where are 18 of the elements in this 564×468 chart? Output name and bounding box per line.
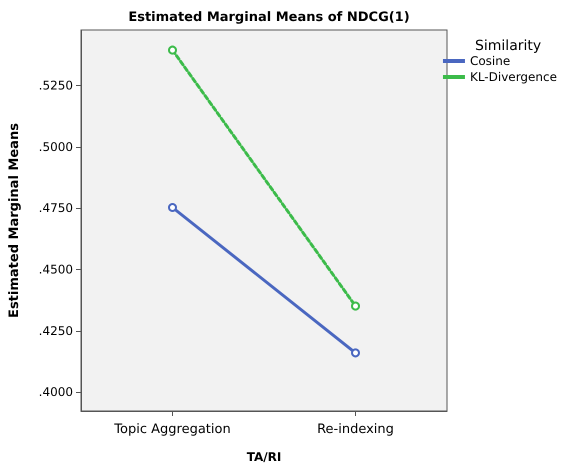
point <box>351 348 360 358</box>
legend-label: KL-Divergence <box>470 70 558 84</box>
y-tick-label: .5250 <box>38 78 73 93</box>
chart-title: Estimated Marginal Means of NDCG(1) <box>128 10 410 25</box>
y-tick-label: .5000 <box>38 140 73 154</box>
legend-title: Similarity <box>475 38 542 54</box>
y-tick-label: .4000 <box>38 385 73 400</box>
y-tick-label: .4750 <box>38 201 73 216</box>
x-tick-label: Re-indexing <box>317 422 394 437</box>
legend-label: Cosine <box>470 54 510 68</box>
y-tick-label: .4250 <box>38 324 73 338</box>
point <box>351 302 360 311</box>
y-axis-title: Estimated Marginal Means <box>7 122 22 318</box>
x-axis-title: TA/RI <box>246 450 282 464</box>
point <box>168 46 177 55</box>
point <box>168 203 177 212</box>
y-tick-label: .4500 <box>38 262 73 277</box>
x-tick-label: Topic Aggregation <box>113 422 231 437</box>
